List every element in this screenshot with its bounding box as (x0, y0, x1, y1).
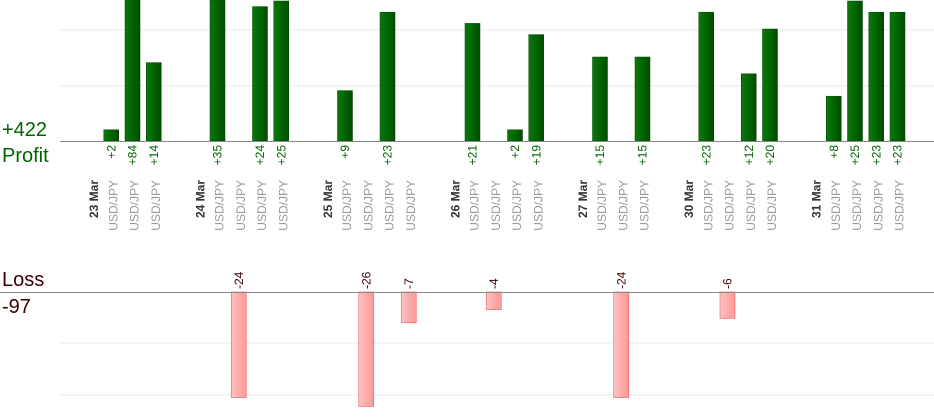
profit-bar (889, 11, 906, 142)
profit-value-label: +15 (593, 145, 607, 166)
pair-label: USD/JPY (213, 180, 227, 231)
profit-bar (124, 0, 141, 142)
pair-label: USD/JPY (404, 180, 418, 231)
pair-label: USD/JPY (361, 180, 375, 231)
profit-bar (464, 23, 481, 142)
date-label: 25 Mar (321, 180, 335, 218)
pair-label: USD/JPY (531, 180, 545, 231)
pair-label: USD/JPY (234, 180, 248, 231)
loss-value-label: -7 (402, 278, 416, 289)
pair-label: USD/JPY (128, 180, 142, 231)
loss-value-label: -6 (721, 278, 735, 289)
profit-value-label: +20 (763, 145, 777, 166)
loss-bar (400, 291, 417, 324)
loss-bar (719, 291, 736, 319)
profit-value-label: +24 (253, 145, 267, 166)
date-label: 30 Mar (682, 180, 696, 218)
pair-label: USD/JPY (383, 180, 397, 231)
profit-value-label: +21 (466, 145, 480, 166)
profit-bar (337, 90, 353, 142)
profit-value-label: +23 (699, 145, 713, 166)
profit-bar (209, 0, 226, 142)
profit-bar (379, 11, 396, 142)
pair-label: USD/JPY (701, 180, 715, 231)
total-loss-value: -97 (2, 296, 31, 318)
loss-value-label: -24 (232, 271, 246, 289)
pair-label: USD/JPY (850, 180, 864, 231)
pair-label: USD/JPY (829, 180, 843, 231)
pair-label: USD/JPY (744, 180, 758, 231)
total-loss-label: Loss (2, 269, 45, 291)
pair-label: USD/JPY (616, 180, 630, 231)
loss-value-label: -24 (614, 271, 628, 289)
profit-bar (507, 129, 523, 142)
loss-bar (230, 291, 247, 398)
profit-bar (273, 0, 289, 142)
pair-label: USD/JPY (276, 180, 290, 231)
date-label: 26 Mar (448, 180, 462, 218)
profit-bar (847, 0, 863, 142)
profit-bar (741, 73, 757, 142)
profit-value-label: +15 (636, 145, 650, 166)
pair-label: USD/JPY (149, 180, 163, 231)
pair-label: USD/JPY (106, 180, 120, 231)
pair-label: USD/JPY (595, 180, 609, 231)
profit-value-label: +84 (126, 145, 140, 166)
profit-value-label: +25 (274, 145, 288, 166)
pair-label: USD/JPY (468, 180, 482, 231)
pair-label: USD/JPY (871, 180, 885, 231)
date-label: 27 Mar (576, 180, 590, 218)
profit-bar (592, 56, 608, 142)
profit-value-label: +23 (891, 145, 905, 166)
pair-label: USD/JPY (255, 180, 269, 231)
profit-value-label: +2 (508, 145, 522, 159)
profit-value-label: +8 (827, 145, 841, 159)
profit-value-label: +2 (104, 145, 118, 159)
loss-value-label: -4 (487, 278, 501, 289)
date-label: 23 Mar (87, 180, 101, 218)
profit-bar (528, 34, 544, 142)
profit-bar (146, 62, 162, 142)
pair-label: USD/JPY (510, 180, 524, 231)
profit-bar (826, 95, 842, 142)
loss-value-label: -26 (359, 271, 373, 289)
pair-label: USD/JPY (765, 180, 779, 231)
pair-label: USD/JPY (723, 180, 737, 231)
profit-bar (634, 56, 651, 142)
profit-bar (762, 28, 778, 142)
profit-value-label: +12 (742, 145, 756, 166)
profit-value-label: +35 (211, 145, 225, 166)
date-label: 24 Mar (193, 180, 207, 218)
pair-label: USD/JPY (638, 180, 652, 231)
profit-value-label: +9 (338, 145, 352, 159)
profit-bar (252, 6, 268, 142)
total-profit-value: +422 (2, 119, 48, 141)
pair-label: USD/JPY (340, 180, 354, 231)
profit-bar (698, 11, 714, 142)
profit-bar (103, 129, 119, 142)
total-profit-label: Profit (2, 145, 49, 167)
loss-bar (485, 291, 502, 310)
pair-label: USD/JPY (489, 180, 503, 231)
pair-label: USD/JPY (893, 180, 907, 231)
profit-value-label: +19 (529, 145, 543, 166)
profit-value-label: +25 (848, 145, 862, 166)
loss-bar (358, 291, 375, 407)
profit-value-label: +23 (869, 145, 883, 166)
profit-value-label: +14 (147, 145, 161, 166)
profit-bar (868, 11, 884, 142)
date-label: 31 Mar (810, 180, 824, 218)
profit-value-label: +23 (381, 145, 395, 166)
loss-bar (613, 291, 630, 398)
